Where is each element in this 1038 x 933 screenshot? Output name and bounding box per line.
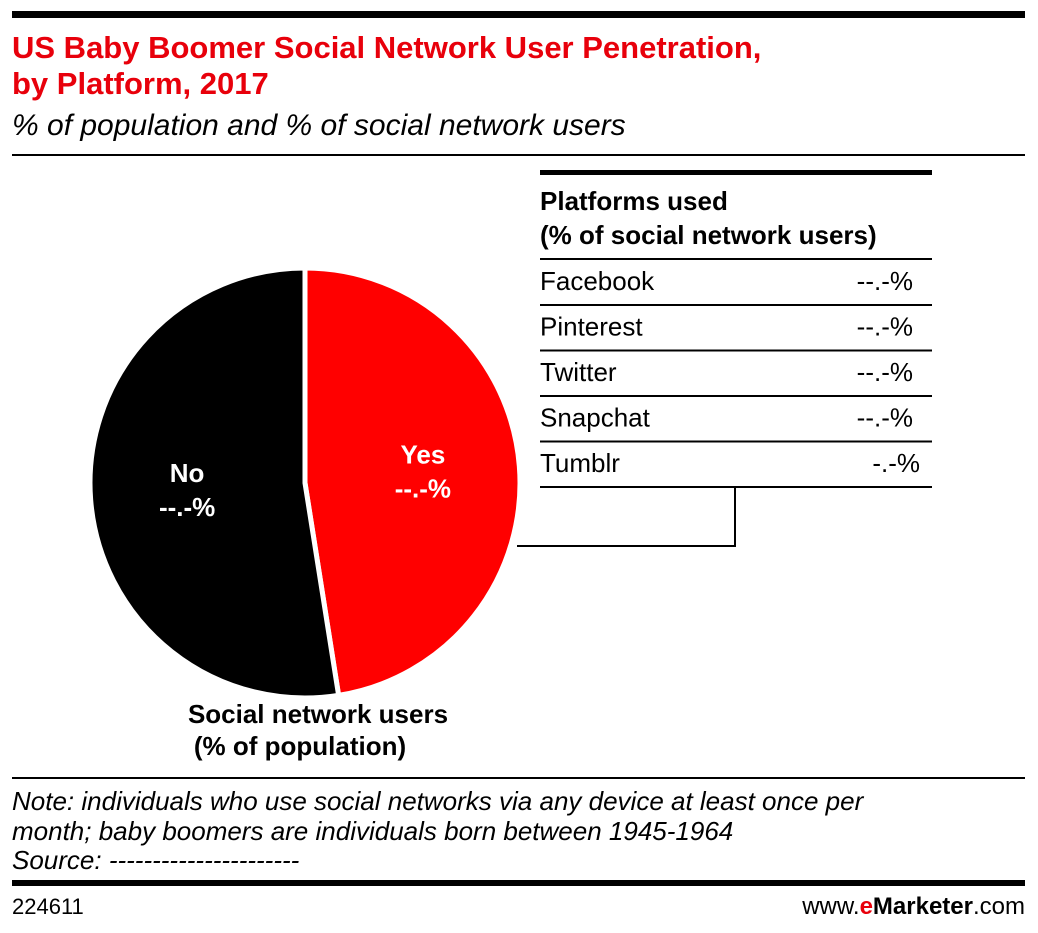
brand-prefix: www.: [801, 893, 859, 920]
brand-e: e: [860, 893, 873, 920]
platform-value: --.-%: [857, 402, 913, 432]
platform-name: Twitter: [540, 357, 617, 387]
top-rule: [12, 11, 1025, 18]
chart-id: 224611: [12, 894, 84, 919]
pie-slice: [302, 265, 523, 699]
brand-suffix: .com: [973, 893, 1025, 920]
platform-value: --.-%: [857, 357, 913, 387]
platform-value: -.-%: [872, 448, 920, 478]
bottom-rule: [12, 880, 1025, 886]
slice-label: No: [170, 458, 205, 488]
platform-value: --.-%: [857, 266, 913, 296]
platform-name: Snapchat: [540, 402, 651, 432]
note: Note: individuals who use social network…: [12, 786, 865, 816]
slice-value-label: --.-%: [395, 474, 451, 504]
connector: [517, 486, 736, 547]
brand: www.eMarketer.com: [801, 893, 1025, 920]
pie-caption: Social network users: [188, 699, 448, 729]
chart-title: by Platform, 2017: [12, 66, 269, 101]
pie-caption: (% of population): [194, 731, 406, 761]
platform-name: Tumblr: [540, 448, 620, 478]
platform-value: --.-%: [857, 311, 913, 341]
slice-value-label: --.-%: [159, 492, 215, 522]
chart-subtitle: % of population and % of social network …: [12, 109, 626, 142]
source: Source: ----------------------: [12, 845, 300, 875]
brand-name: Marketer: [873, 893, 973, 920]
platform-name: Pinterest: [540, 311, 643, 341]
platform-name: Facebook: [540, 266, 655, 296]
table-rule: [540, 170, 932, 175]
table-header: (% of social network users): [540, 220, 877, 250]
chart-title: US Baby Boomer Social Network User Penet…: [12, 30, 761, 65]
slice-label: Yes: [400, 440, 445, 470]
pie-slice: [87, 265, 342, 701]
note: month; baby boomers are individuals born…: [12, 816, 733, 846]
table-header: Platforms used: [540, 186, 728, 216]
